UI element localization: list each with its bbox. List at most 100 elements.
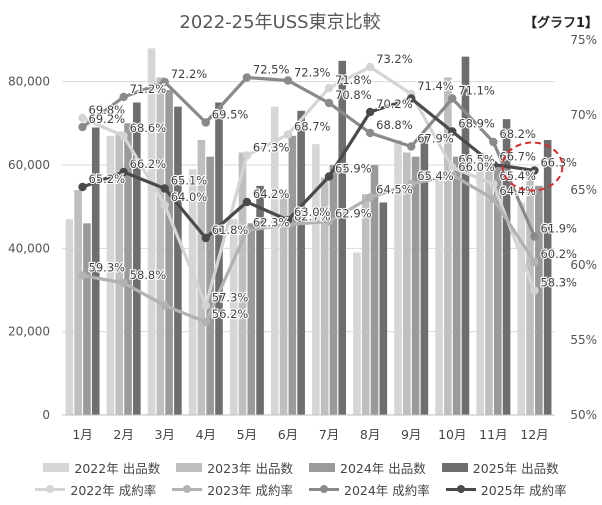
bar	[435, 173, 443, 415]
rate-marker	[242, 73, 252, 82]
rate-data-label: 68.7%	[294, 120, 331, 134]
y-right-tick-label: 75%	[570, 33, 597, 47]
rate-marker	[365, 193, 375, 202]
legend-label: 2023年 出品数	[207, 460, 293, 476]
bar	[74, 190, 82, 415]
rate-data-label: 62.3%	[253, 216, 290, 230]
x-tick-label: 5月	[237, 427, 257, 442]
chart-title: 2022-25年USS東京比較	[179, 12, 381, 33]
bar	[115, 131, 124, 415]
bar	[361, 194, 370, 415]
rate-marker	[119, 167, 128, 177]
rate-data-label: 65.1%	[171, 174, 208, 188]
bar	[476, 152, 484, 415]
x-tick-label: 8月	[360, 427, 380, 442]
rate-data-label: 65.2%	[89, 172, 126, 186]
rate-data-label: 69.2%	[89, 112, 126, 126]
rate-marker	[78, 113, 87, 123]
rate-marker	[78, 182, 87, 192]
legend-swatch	[35, 484, 66, 494]
legend-item-bar: 2023年 出品数	[176, 458, 293, 477]
bar	[238, 152, 247, 415]
rate-data-label: 64.5%	[376, 183, 413, 197]
rate-data-label: 66.3%	[540, 156, 577, 170]
legend-label: 2023年 成約率	[207, 482, 293, 498]
rate-data-label: 71.4%	[417, 79, 454, 93]
x-tick-label: 1月	[72, 427, 92, 442]
legend-item-line: 2023年 成約率	[172, 480, 293, 499]
legend-bars-row: 2022年 出品数 2023年 出品数 2024年 出品数 2025年 出品数	[0, 456, 602, 478]
rate-data-label: 65.9%	[335, 162, 372, 176]
rate-marker	[489, 137, 498, 147]
rate-data-label: 62.9%	[335, 207, 372, 221]
y-left-tick-label: 20,000	[8, 325, 50, 339]
rate-data-label: 64.4%	[499, 184, 536, 198]
rate-marker	[119, 278, 128, 288]
rate-data-label: 58.3%	[540, 276, 577, 290]
legend-label: 2025年 成約率	[480, 482, 567, 498]
rate-line	[81, 65, 536, 308]
bar	[329, 165, 338, 415]
legend-lines-row: 2022年 成約率 2023年 成約率 2024年 成約率 2025年 成約率	[0, 478, 602, 500]
bar	[197, 140, 206, 415]
legend-label: 2022年 成約率	[70, 482, 157, 498]
rate-marker	[365, 62, 375, 72]
rate-marker	[530, 257, 539, 267]
rate-marker	[530, 232, 539, 241]
bar	[133, 102, 141, 415]
rate-marker	[407, 179, 416, 189]
rate-data-label: 65.4%	[499, 169, 536, 183]
y-right-tick-label: 55%	[570, 333, 597, 347]
rate-marker	[324, 217, 334, 226]
rate-data-label: 64.2%	[253, 187, 290, 201]
bar	[320, 177, 329, 415]
rate-marker	[530, 286, 539, 295]
rate-data-label: 69.8%	[89, 103, 126, 117]
y-right-tick-label: 60%	[570, 258, 597, 272]
rate-marker	[365, 107, 375, 117]
bar	[444, 77, 452, 415]
x-tick-label: 12月	[520, 427, 548, 442]
rate-marker	[201, 301, 210, 310]
rate-marker	[119, 131, 128, 141]
bar	[188, 169, 197, 415]
bar	[543, 140, 552, 415]
rate-marker	[160, 184, 169, 193]
rate-data-label: 68.8%	[376, 118, 413, 132]
rate-data-label: 70.2%	[376, 97, 413, 111]
bar	[229, 219, 238, 415]
rate-marker	[324, 98, 334, 108]
legend-item-bar: 2025年 出品数	[441, 458, 559, 477]
rate-marker	[119, 92, 128, 102]
legend-swatch	[43, 462, 70, 472]
y-left-tick-label: 60,000	[8, 158, 50, 172]
legend-item-bar: 2024年 出品数	[309, 458, 426, 477]
bar	[312, 144, 320, 415]
rate-data-label: 61.8%	[212, 223, 249, 237]
rate-data-label: 67.9%	[417, 132, 454, 146]
bar	[124, 123, 132, 415]
chart-area: 0 20,000 40,000 60,000 80,000 50% 55% 60% 65% 70%…	[8, 33, 597, 442]
legend-label: 2024年 出品数	[340, 460, 426, 476]
bar	[65, 219, 74, 415]
bar	[279, 190, 288, 415]
rate-data-label: 72.2%	[171, 67, 208, 81]
bar	[461, 56, 470, 416]
rate-marker	[283, 76, 293, 85]
bar	[174, 106, 182, 416]
legend: 2022年 出品数 2023年 出品数 2024年 出品数 2025年 出品数 202…	[0, 456, 602, 500]
rate-data-label: 71.8%	[335, 73, 372, 87]
bar	[485, 156, 493, 415]
legend-item-line: 2025年 成約率	[445, 480, 567, 499]
y-left-tick-label: 40,000	[8, 241, 50, 255]
bar	[297, 110, 305, 415]
legend-swatch	[172, 484, 203, 494]
bar	[517, 202, 526, 415]
rate-marker	[448, 163, 457, 172]
rate-marker	[324, 83, 334, 93]
bar	[83, 223, 91, 415]
y-right-tick-label: 50%	[570, 408, 597, 422]
legend-label: 2025年 出品数	[472, 460, 559, 476]
legend-item-line: 2022年 成約率	[35, 480, 156, 499]
rate-marker	[160, 77, 169, 87]
